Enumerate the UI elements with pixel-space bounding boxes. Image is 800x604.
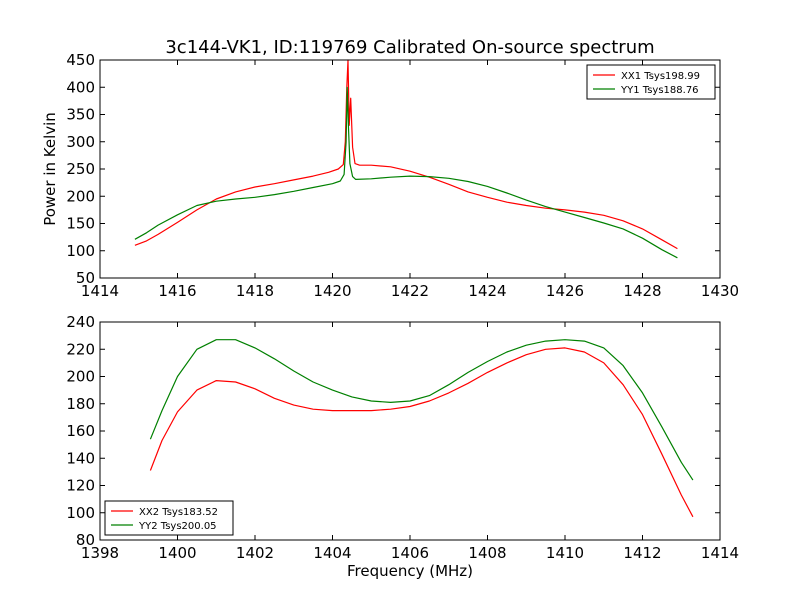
y-tick-label: 150 xyxy=(66,215,95,233)
y-tick-label: 50 xyxy=(76,269,95,287)
legend-label: YY1 Tsys188.76 xyxy=(620,85,699,96)
x-tick-label: 1406 xyxy=(391,544,429,562)
x-tick-label: 1414 xyxy=(701,544,739,562)
y-tick-label: 80 xyxy=(76,531,95,549)
x-tick-label: 1398 xyxy=(81,544,119,562)
y-tick-label: 250 xyxy=(66,160,95,178)
legend-box xyxy=(104,500,234,536)
x-tick-label: 1400 xyxy=(158,544,196,562)
x-tick-label: 1420 xyxy=(313,282,351,300)
legend: XX2 Tsys183.52 YY2 Tsys200.05 xyxy=(104,500,234,536)
y-tick-label: 180 xyxy=(66,395,95,413)
y-tick-label: 200 xyxy=(66,368,95,386)
x-tick-label: 1422 xyxy=(391,282,429,300)
x-tick-label: 1404 xyxy=(313,544,351,562)
x-tick-label: 1418 xyxy=(236,282,274,300)
bottom-panel: 1398 1400 1402 1404 1406 1408 1410 1412 1414 80 10… xyxy=(66,313,739,580)
x-tick-label: 1426 xyxy=(546,282,584,300)
legend-label: XX1 Tsys198.99 xyxy=(621,71,700,82)
y-tick-label: 160 xyxy=(66,422,95,440)
y-tick-label: 240 xyxy=(66,313,95,331)
series-line-1 xyxy=(134,59,678,250)
y-tick-label: 120 xyxy=(66,477,95,495)
x-tick-label: 1410 xyxy=(546,544,584,562)
y-tick-label: 400 xyxy=(66,78,95,96)
y-tick-label: 100 xyxy=(66,242,95,260)
legend-label: XX2 Tsys183.52 xyxy=(139,507,218,518)
x-tick-label: 1402 xyxy=(236,544,274,562)
axes-frame xyxy=(99,321,721,541)
x-tick-label: 1408 xyxy=(468,544,506,562)
chart-title: 3c144-VK1, ID:119769 Calibrated On-sourc… xyxy=(165,37,654,58)
legend-label: YY2 Tsys200.05 xyxy=(138,521,217,532)
top-panel: 1414 1416 1418 1420 1422 1424 1426 1428 1430 50 10… xyxy=(41,51,739,300)
series-line-1 xyxy=(149,347,694,518)
legend: XX1 Tsys198.99 YY1 Tsys188.76 xyxy=(586,64,716,100)
x-tick-label: 1430 xyxy=(701,282,739,300)
series-line-2 xyxy=(134,86,678,259)
y-tick-label: 200 xyxy=(66,187,95,205)
y-tick-label: 350 xyxy=(66,106,95,124)
x-tick-label: 1416 xyxy=(158,282,196,300)
series-line-2 xyxy=(149,339,694,481)
x-axis-label: Frequency (MHz) xyxy=(347,562,473,580)
y-tick-label: 450 xyxy=(66,51,95,69)
axes-frame xyxy=(99,59,721,279)
y-tick-label: 100 xyxy=(66,504,95,522)
x-tick-label: 1428 xyxy=(623,282,661,300)
x-tick-label: 1412 xyxy=(623,544,661,562)
x-tick-label: 1424 xyxy=(468,282,506,300)
y-tick-label: 140 xyxy=(66,449,95,467)
y-tick-label: 300 xyxy=(66,133,95,151)
y-tick-label: 220 xyxy=(66,340,95,358)
y-axis-label: Power in Kelvin xyxy=(41,112,59,226)
legend-box xyxy=(586,64,716,100)
x-tick-label: 1414 xyxy=(81,282,119,300)
